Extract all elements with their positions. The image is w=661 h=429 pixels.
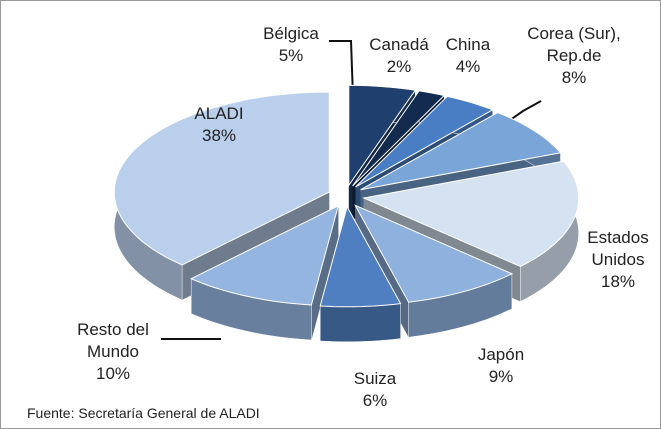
value-label: 6% [362, 391, 388, 410]
value-label: 9% [488, 367, 514, 386]
slice [352, 90, 446, 187]
slice-label: Suiza [353, 369, 397, 388]
slice-label: Japón [477, 345, 525, 364]
source: Fuente: Secretaría General de ALADI [27, 405, 260, 421]
slice-label: Bélgica [263, 24, 319, 43]
value-label: 18% [600, 272, 636, 291]
slice [354, 204, 514, 303]
slice [362, 160, 580, 268]
slice [190, 204, 340, 306]
slice-label: Canadá [369, 35, 429, 54]
value-label: 2% [386, 57, 412, 76]
leader-line [329, 40, 354, 98]
slice [355, 95, 494, 188]
value-label: 5% [278, 46, 304, 65]
slice-label: Resto del Mundo [77, 320, 149, 361]
slice [348, 84, 417, 187]
slice [360, 112, 562, 191]
slice-label: China [445, 35, 491, 54]
value-label: 8% [561, 68, 587, 87]
value-label: 10% [95, 364, 131, 383]
value-label: 38% [201, 126, 237, 145]
slice [113, 91, 330, 266]
slice [319, 205, 402, 308]
slice-label: ALADI [194, 104, 244, 123]
value-label: 4% [455, 57, 481, 76]
slice-label: Estados Unidos [587, 228, 649, 269]
slice-side [319, 303, 401, 343]
slice-label: Corea (Sur), Rep.de [527, 24, 621, 65]
